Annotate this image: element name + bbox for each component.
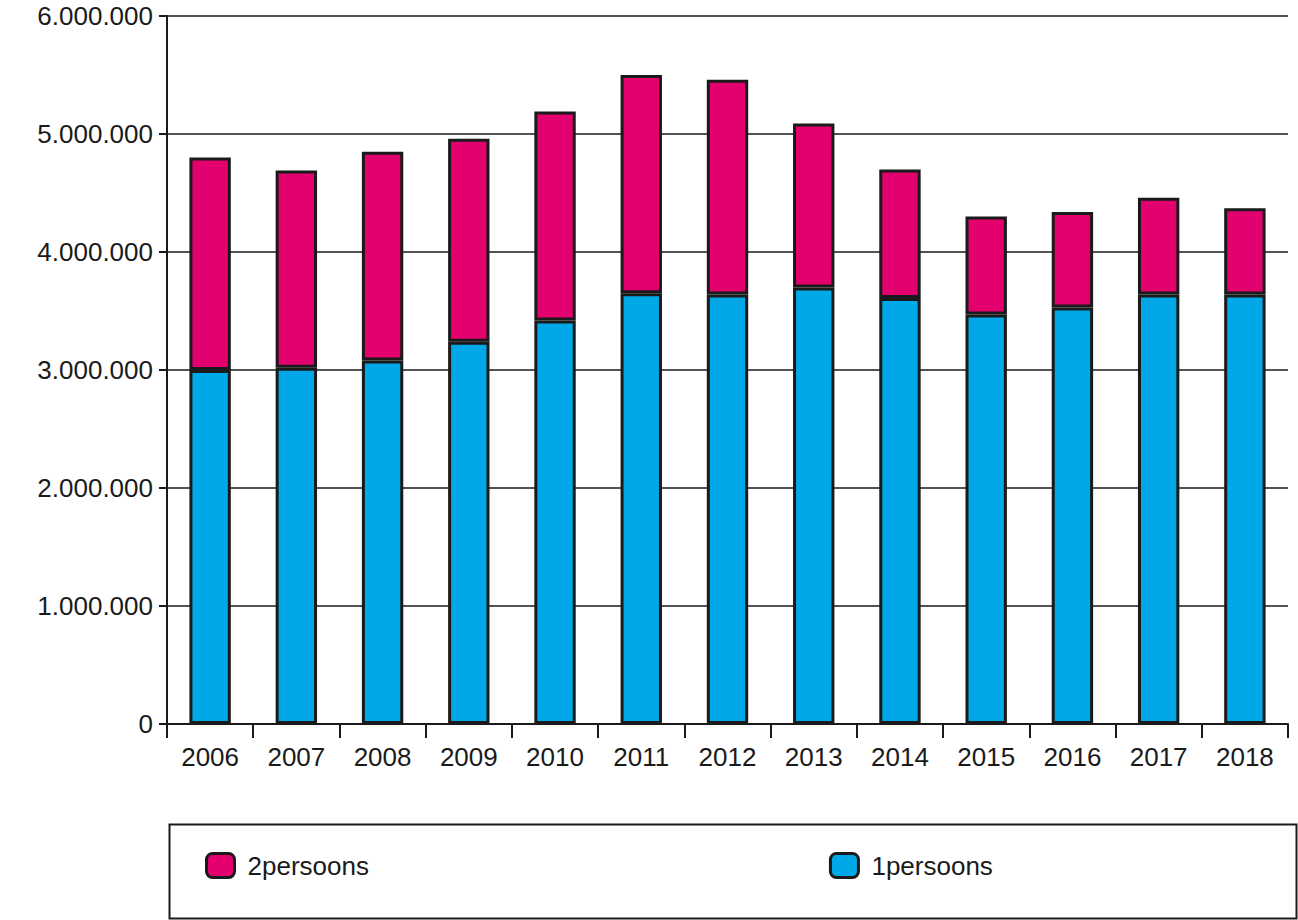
svg-text:4.000.000: 4.000.000 (37, 237, 153, 267)
svg-text:0: 0 (139, 709, 153, 739)
svg-text:2007: 2007 (267, 742, 325, 772)
svg-text:2018: 2018 (1216, 742, 1274, 772)
svg-text:2017: 2017 (1130, 742, 1188, 772)
svg-text:2012: 2012 (699, 742, 757, 772)
svg-text:2.000.000: 2.000.000 (37, 473, 153, 503)
svg-text:5.000.000: 5.000.000 (37, 119, 153, 149)
svg-text:3.000.000: 3.000.000 (37, 355, 153, 385)
svg-text:2010: 2010 (526, 742, 584, 772)
svg-text:2013: 2013 (785, 742, 843, 772)
svg-text:2006: 2006 (181, 742, 239, 772)
svg-text:6.000.000: 6.000.000 (37, 1, 153, 31)
svg-text:1.000.000: 1.000.000 (37, 591, 153, 621)
svg-text:2015: 2015 (957, 742, 1015, 772)
svg-text:2persoons: 2persoons (248, 851, 369, 881)
svg-text:1persoons: 1persoons (871, 851, 992, 881)
svg-text:2009: 2009 (440, 742, 498, 772)
svg-text:2011: 2011 (613, 742, 669, 772)
svg-text:2008: 2008 (354, 742, 412, 772)
svg-text:2014: 2014 (871, 742, 929, 772)
svg-text:2016: 2016 (1044, 742, 1102, 772)
